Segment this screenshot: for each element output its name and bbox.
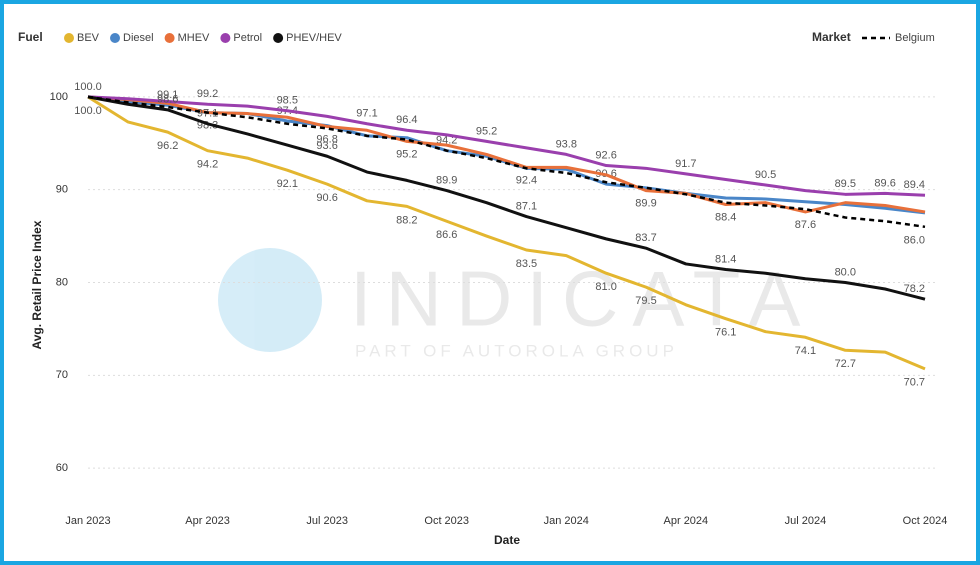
data-label: 99.1 <box>157 89 178 101</box>
legend-label: BEV <box>77 32 100 44</box>
line <box>87 95 926 214</box>
legend-swatch <box>220 33 231 43</box>
data-label: 89.5 <box>835 178 856 190</box>
data-label: 87.6 <box>795 219 816 231</box>
data-label: 91.7 <box>675 158 696 170</box>
y-axis-label: Avg. Retail Price Index <box>30 220 44 349</box>
y-tick-label: 100 <box>50 91 68 103</box>
data-label: 92.4 <box>516 174 537 186</box>
data-label: 94.2 <box>197 159 218 171</box>
x-axis-label: Date <box>494 533 520 547</box>
data-label: 89.6 <box>874 177 895 189</box>
data-label: 100.0 <box>74 105 102 117</box>
y-tick-label: 80 <box>56 276 68 288</box>
data-label: 95.2 <box>476 125 497 137</box>
data-label: 79.5 <box>635 295 656 307</box>
data-label: 92.1 <box>277 178 298 190</box>
data-label: 95.2 <box>396 148 417 160</box>
data-label: 93.8 <box>556 138 577 150</box>
data-label: 83.7 <box>635 232 656 244</box>
data-label: 83.5 <box>516 258 537 270</box>
data-label: 96.4 <box>396 114 417 126</box>
data-label: 100.0 <box>74 81 102 93</box>
legend-swatch <box>273 33 284 43</box>
data-label: 92.6 <box>595 149 616 161</box>
data-label: 88.2 <box>396 214 417 226</box>
data-label: 98.5 <box>277 95 298 107</box>
data-label: 74.1 <box>795 345 816 357</box>
data-label: 86.6 <box>436 229 457 241</box>
data-label: 81.4 <box>715 253 736 265</box>
legend-swatch <box>64 33 74 43</box>
line <box>87 95 926 229</box>
data-label: 87.1 <box>516 200 537 212</box>
legend-title: Fuel <box>18 30 43 44</box>
x-tick-label: Apr 2023 <box>185 515 230 527</box>
x-tick-label: Jan 2023 <box>65 515 110 527</box>
watermark: INDICATA PART OF AUTOROLA GROUP <box>218 248 814 360</box>
watermark-subtitle: PART OF AUTOROLA GROUP <box>355 341 678 360</box>
watermark-text: INDICATA <box>350 255 814 343</box>
legend-label: PHEV/HEV <box>286 32 342 44</box>
data-label: 90.5 <box>755 169 776 181</box>
data-label: 89.9 <box>635 198 656 210</box>
data-label: 80.0 <box>835 266 856 278</box>
data-label: 97.1 <box>356 108 377 120</box>
data-label: 89.4 <box>904 179 925 191</box>
x-tick-label: Jul 2023 <box>306 515 348 527</box>
data-label: 78.2 <box>904 283 925 295</box>
data-label: 72.7 <box>835 358 856 370</box>
data-label: 89.9 <box>436 175 457 187</box>
x-tick-label: Oct 2023 <box>424 515 469 527</box>
data-label: 70.7 <box>904 377 925 389</box>
legend-label: Diesel <box>123 32 154 44</box>
data-label: 96.2 <box>157 140 178 152</box>
data-label: 90.6 <box>316 192 337 204</box>
data-label: 96.8 <box>316 133 337 145</box>
market-legend-title: Market <box>812 30 851 44</box>
x-tick-label: Oct 2024 <box>903 515 948 527</box>
legend-label: Belgium <box>895 32 935 44</box>
data-label: 98.6 <box>157 94 178 106</box>
data-label: 76.1 <box>715 327 736 339</box>
legend-swatch <box>164 33 175 43</box>
legend-label: MHEV <box>178 32 210 44</box>
x-tick-label: Jul 2024 <box>785 515 827 527</box>
x-tick-label: Jan 2024 <box>544 515 589 527</box>
line <box>87 95 926 301</box>
legend-label: Petrol <box>233 32 262 44</box>
data-label: 93.6 <box>316 140 337 152</box>
line <box>87 95 926 197</box>
line <box>87 95 926 371</box>
y-tick-label: 60 <box>56 462 68 474</box>
data-label: 88.4 <box>715 211 736 223</box>
data-label: 86.0 <box>904 235 925 247</box>
y-tick-label: 70 <box>56 369 68 381</box>
legend-swatch <box>110 33 121 43</box>
data-label: 99.2 <box>197 88 218 100</box>
watermark-logo <box>218 248 322 352</box>
data-label: 81.0 <box>595 281 616 293</box>
x-tick-label: Apr 2024 <box>664 515 709 527</box>
y-tick-label: 90 <box>56 184 68 196</box>
